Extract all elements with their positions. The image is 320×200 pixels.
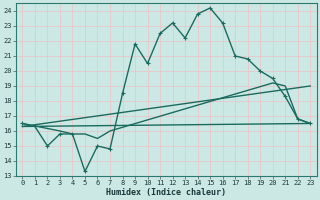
X-axis label: Humidex (Indice chaleur): Humidex (Indice chaleur) (106, 188, 226, 197)
